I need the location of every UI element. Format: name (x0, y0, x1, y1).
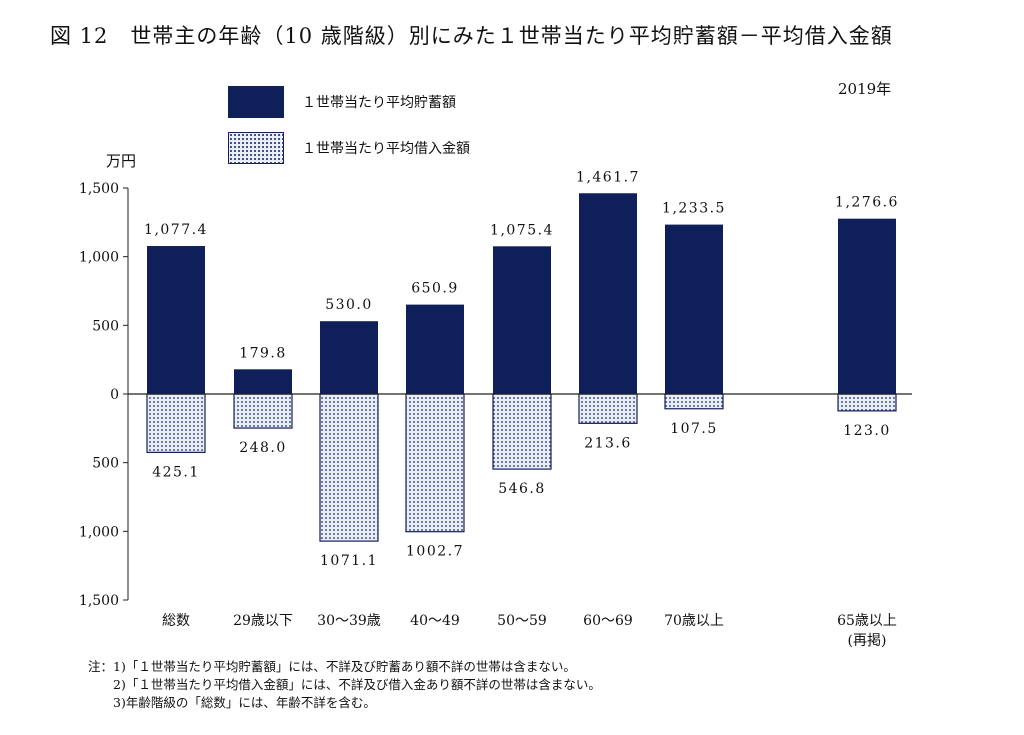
savings-bar (234, 369, 292, 394)
chart-title: 図 12 世帯主の年齢（10 歳階級）別にみた１世帯当たり平均貯蓄額－平均借入金… (50, 24, 893, 48)
savings-value-label: 1,077.4 (144, 222, 208, 238)
legend-label-debt: １世帯当たり平均借入金額 (302, 141, 470, 157)
debt-value-label: 107.5 (670, 421, 718, 437)
debt-bar (664, 393, 724, 410)
y-axis-unit-label: 万円 (106, 152, 137, 170)
x-category-label: (再掲) (848, 633, 887, 649)
savings-bar (579, 193, 637, 394)
x-category-label: 70歳以上 (664, 613, 724, 629)
debt-value-label: 546.8 (498, 481, 546, 497)
y-tick-label: 1,500 (79, 181, 119, 197)
savings-bar (147, 246, 205, 394)
legend-item-debt: １世帯当たり平均借入金額 (228, 132, 470, 164)
savings-bar (665, 224, 723, 394)
debt-bar (405, 393, 465, 533)
savings-bar (406, 304, 464, 394)
debt-value-label: 1002.7 (406, 544, 464, 560)
x-category-label: 40～49 (410, 613, 460, 629)
y-tick-label: 1,500 (79, 593, 119, 609)
debt-value-label: 425.1 (152, 464, 200, 480)
y-tick-label: 1,000 (79, 250, 119, 266)
plot-area: 1,500 1,000 500 0 500 1,000 1,500 1,077.4 425.1 総… (79, 169, 912, 649)
legend-swatch-savings (228, 86, 284, 118)
y-tick-label: 500 (92, 318, 119, 334)
x-category-label: 60～69 (583, 613, 633, 629)
y-tick-label: 0 (110, 387, 119, 403)
debt-value-label: 123.0 (843, 423, 891, 439)
x-category-label: 65歳以上 (837, 613, 897, 629)
y-tick-label: 500 (92, 456, 119, 472)
savings-value-label: 530.0 (325, 297, 373, 313)
debt-bar (578, 393, 638, 424)
x-category-label: 30～39歳 (317, 613, 381, 629)
footnote-1: 注：1)「１世帯当たり平均貯蓄額」には、不詳及び貯蓄あり額不詳の世帯は含まない。 (88, 659, 576, 674)
savings-value-label: 650.9 (411, 281, 459, 297)
savings-value-label: 1,233.5 (662, 201, 726, 217)
legend-label-savings: １世帯当たり平均貯蓄額 (302, 95, 456, 111)
savings-bar (493, 246, 551, 394)
footnote-2: 2)「１世帯当たり平均借入金額」には、不詳及び借入金あり額不詳の世帯は含まない。 (88, 677, 601, 692)
debt-bar (837, 393, 897, 412)
savings-value-label: 1,276.6 (835, 195, 899, 211)
x-category-label: 50～59 (497, 613, 547, 629)
savings-bar (320, 321, 378, 394)
y-tick-label: 1,000 (79, 524, 119, 540)
year-label: 2019年 (838, 80, 892, 98)
legend-swatch-debt (228, 132, 284, 164)
debt-bar (492, 393, 552, 470)
debt-bar (319, 393, 379, 542)
debt-bar (146, 393, 206, 453)
legend-item-savings: １世帯当たり平均貯蓄額 (228, 86, 456, 118)
debt-bar (233, 393, 293, 429)
savings-value-label: 1,075.4 (490, 222, 554, 238)
savings-value-label: 179.8 (239, 345, 287, 361)
x-category-label: 総数 (162, 613, 190, 629)
savings-bar (838, 218, 896, 394)
footnotes: 注：1)「１世帯当たり平均貯蓄額」には、不詳及び貯蓄あり額不詳の世帯は含まない。… (88, 658, 601, 712)
footnote-3: 3)年齢階級の「総数」には、年齢不詳を含む。 (88, 695, 376, 710)
savings-value-label: 1,461.7 (576, 169, 640, 185)
debt-value-label: 248.0 (239, 440, 287, 456)
debt-value-label: 1071.1 (320, 553, 378, 569)
x-category-label: 29歳以下 (233, 613, 293, 629)
debt-value-label: 213.6 (584, 435, 632, 451)
